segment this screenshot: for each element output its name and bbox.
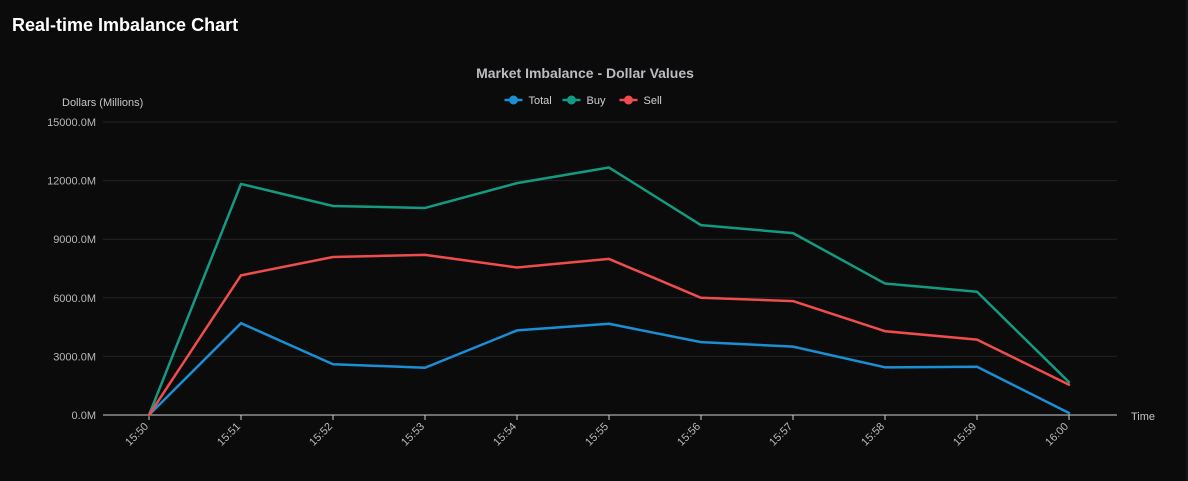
x-axis-title: Time [1131,411,1155,423]
x-tick-label: 15:51 [215,421,243,449]
legend-item-total[interactable]: Total [504,95,552,107]
legend-label: Buy [587,95,606,107]
grid-lines [103,121,1117,357]
panel-title: Real-time Imbalance Chart [12,15,239,35]
x-tick-label: 15:55 [583,421,611,449]
legend-label: Total [529,95,552,107]
x-tick-label: 15:56 [675,421,703,449]
series-lines [147,166,1071,417]
legend-item-sell[interactable]: Sell [619,95,662,107]
legend-swatch-dot [624,95,633,105]
legend-label: Sell [644,95,662,107]
y-tick-label: 9000.0M [53,234,96,246]
y-tick-label: 6000.0M [53,293,96,305]
y-axis-ticks: 0.0M 3000.0M 6000.0M 9000.0M 12000.0M 15000.0… [47,117,96,422]
x-tick-label: 15:58 [859,421,887,449]
y-tick-label: 3000.0M [53,351,96,363]
legend-swatch-dot [509,95,518,105]
chart-legend: Total Buy Sell [504,95,662,107]
y-tick-label: 15000.0M [47,117,96,129]
legend-swatch-dot [567,95,576,105]
panel-right-edge [1186,0,1188,481]
x-tick-label: 16:00 [1043,421,1071,449]
chart-title: Market Imbalance - Dollar Values [476,65,694,81]
legend-item-buy[interactable]: Buy [562,95,606,107]
y-tick-label: 12000.0M [47,176,96,188]
x-tick-label: 15:52 [307,421,335,449]
series-line-buy [147,166,1071,417]
x-tick-label: 15:54 [491,421,519,449]
y-axis-title: Dollars (Millions) [62,97,143,109]
x-tick-label: 15:50 [123,421,151,449]
x-axis: 15:50 15:51 15:52 15:53 15:54 15:55 15:56 15:57… [103,414,1117,449]
y-tick-label: 0.0M [72,410,96,422]
x-tick-label: 15:59 [951,421,979,449]
series-line-sell [147,253,1071,417]
series-line-total [147,321,1071,417]
x-tick-label: 15:53 [399,421,427,449]
x-tick-label: 15:57 [767,421,795,449]
